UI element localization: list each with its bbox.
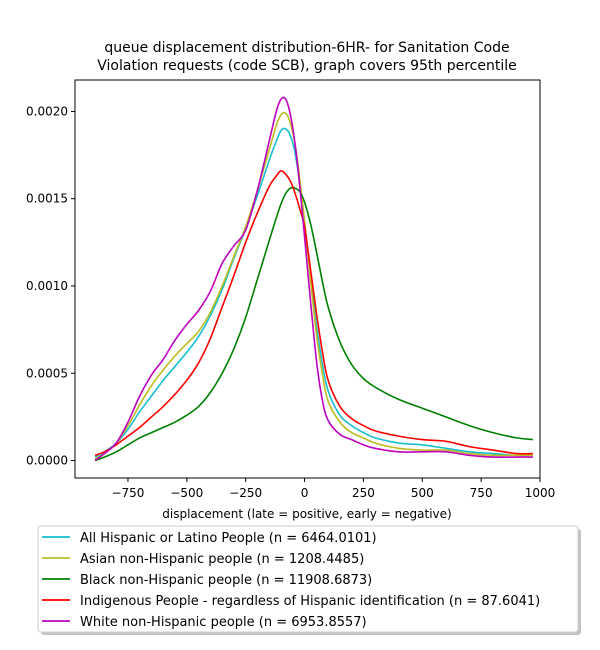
x-tick-label: −500 [170,486,203,500]
series-line-4 [94,96,533,462]
series-line-3 [94,169,533,457]
x-tick-label: 0 [301,486,309,500]
x-tick-label: 750 [470,486,493,500]
y-tick-label: 0.0010 [26,279,68,293]
legend-box [37,525,579,633]
chart-title-line-2: Violation requests (code SCB), graph cov… [97,58,516,74]
legend-label: Asian non-Hispanic people (n = 1208.4485… [80,552,364,567]
y-tick-label: 0.0020 [26,104,68,118]
x-tick-label: −750 [111,486,144,500]
y-tick-label: 0.0005 [26,366,68,380]
x-axis: −750 −500 −250 0 250 500 750 1000 [111,478,555,500]
series-line-0 [94,127,533,458]
series-line-2 [94,186,533,462]
x-tick-label: 500 [411,486,434,500]
legend-label: White non-Hispanic people (n = 6953.8557… [80,615,367,630]
chart-title-line-1: queue displacement distribution-6HR- for… [104,40,509,56]
y-tick-label: 0.0015 [26,192,68,206]
legend: All Hispanic or Latino People (n = 6464.… [37,525,581,635]
x-tick-label: 250 [352,486,375,500]
legend-label: All Hispanic or Latino People (n = 6464.… [80,531,377,546]
x-axis-label: displacement (late = positive, early = n… [162,507,451,521]
plot-lines [94,96,533,462]
series-line-1 [94,111,533,460]
y-tick-label: 0.0000 [26,454,68,468]
plot-frame [74,79,541,479]
legend-label: Black non-Hispanic people (n = 11908.687… [80,573,372,588]
y-axis: 0.0000 0.0005 0.0010 0.0015 0.0020 [26,104,75,468]
x-tick-label: −250 [229,486,262,500]
x-tick-label: 1000 [525,486,556,500]
legend-label: Indigenous People - regardless of Hispan… [80,594,540,609]
